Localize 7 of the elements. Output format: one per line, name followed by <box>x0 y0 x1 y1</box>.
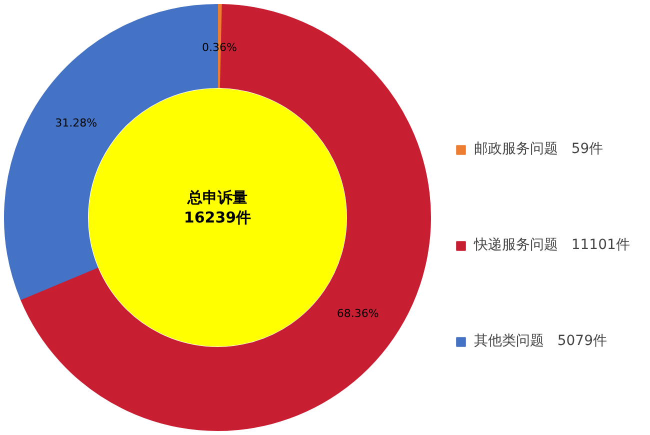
text: 总申诉量 <box>186 188 248 206</box>
legend-label: 快递服务问题 11101件 <box>474 236 630 254</box>
legend-label: 其他类问题 5079件 <box>474 332 607 350</box>
legend-label: 邮政服务问题 59件 <box>474 140 604 158</box>
text: 16239件 <box>184 208 252 226</box>
data-label: 31.28% <box>55 116 98 130</box>
data-label: 68.36% <box>336 306 379 320</box>
